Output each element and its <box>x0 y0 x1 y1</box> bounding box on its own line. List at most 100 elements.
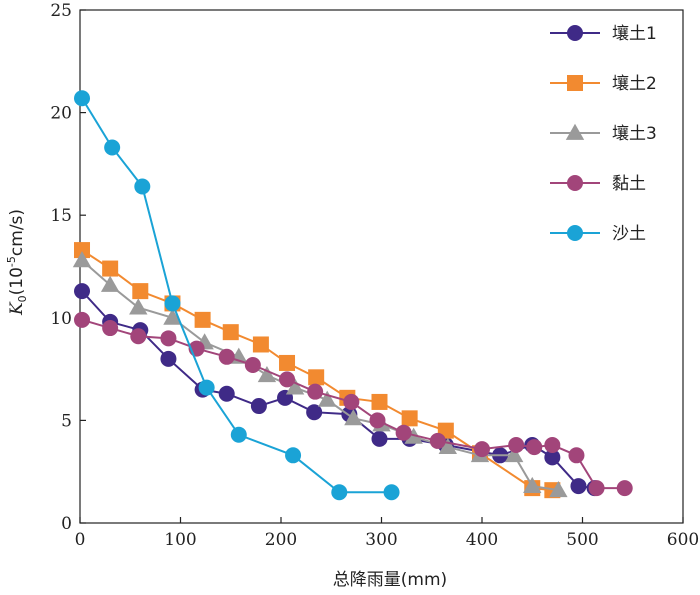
series-1-point <box>279 354 296 371</box>
x-tick-label: 100 <box>164 530 196 550</box>
legend-item-4: 沙土 <box>550 224 646 244</box>
series-0-point <box>544 449 561 466</box>
series-2-point <box>100 275 120 292</box>
series-3-point <box>588 480 605 497</box>
y-tick-label: 0 <box>61 514 72 534</box>
series-3-point <box>244 356 261 373</box>
series-1-point <box>401 410 418 427</box>
series-0-point <box>218 385 235 402</box>
series-3-point <box>616 480 633 497</box>
x-tick-label: 500 <box>566 530 598 550</box>
series-2-point <box>257 366 277 383</box>
series-0-point <box>160 350 177 367</box>
series-1-point <box>102 260 119 277</box>
series-3-point <box>160 330 177 347</box>
x-tick-label: 0 <box>75 530 86 550</box>
series-3-point <box>568 447 585 464</box>
series-3-point <box>279 371 296 388</box>
series-1-point <box>132 283 149 300</box>
legend-label: 壤土3 <box>612 123 657 144</box>
series-3-point <box>307 383 324 400</box>
y-axis-title: K0(10-5cm/s) <box>5 209 29 316</box>
x-tick-label: 300 <box>365 530 397 550</box>
series-3-point <box>544 437 561 454</box>
series-0-point <box>250 398 267 415</box>
y-axis-title-sub: 0 <box>16 295 29 302</box>
series-2-point <box>438 437 458 454</box>
y-axis-title-unit: cm/s) <box>7 209 27 256</box>
series-layer <box>72 90 633 501</box>
legend-item-3: 黏土 <box>550 174 646 194</box>
series-2-point <box>163 308 182 325</box>
series-3-point <box>102 320 119 337</box>
series-2-point <box>523 476 542 493</box>
series-4-point <box>383 484 400 501</box>
series-4 <box>74 90 400 501</box>
series-2-point <box>504 446 524 463</box>
legend-item-0: 壤土1 <box>550 23 657 44</box>
legend-label: 沙土 <box>612 224 646 244</box>
series-4-point <box>230 426 247 443</box>
x-axis-title: 总降雨量(mm) <box>333 570 447 590</box>
series-1-point <box>371 393 388 410</box>
y-tick-label: 10 <box>50 309 72 329</box>
y-axis: 0 5 10 15 20 25 <box>50 1 86 534</box>
series-0-point <box>306 404 323 421</box>
series-3-point <box>526 439 543 456</box>
series-2-point <box>318 390 337 407</box>
y-axis-title-exp: -5 <box>5 256 18 267</box>
series-1-point <box>308 369 325 386</box>
x-tick-label: 400 <box>466 530 498 550</box>
legend-marker <box>567 75 583 91</box>
series-4-point <box>134 178 151 195</box>
series-3-point <box>395 424 412 441</box>
series-3-point <box>74 311 91 328</box>
y-tick-label: 5 <box>61 411 72 431</box>
series-3-point <box>474 441 490 458</box>
legend-label: 壤土1 <box>612 23 657 44</box>
series-1-point <box>222 324 239 341</box>
legend-label: 壤土2 <box>612 73 657 94</box>
x-axis: 0 100 200 300 400 500 600 <box>75 517 699 550</box>
series-2-point <box>285 378 305 395</box>
legend-marker <box>567 175 583 191</box>
series-4-point <box>74 90 91 107</box>
series-3-point <box>369 412 386 429</box>
legend-marker <box>565 123 585 140</box>
series-2-point <box>129 298 148 315</box>
series-0-point <box>570 478 587 495</box>
x-tick-label: 600 <box>667 530 699 550</box>
x-tick-label: 200 <box>265 530 297 550</box>
series-2-point <box>344 409 363 426</box>
y-axis-title-rest: (10 <box>7 267 27 295</box>
series-4-point <box>104 139 121 156</box>
series-0-point <box>74 283 91 300</box>
series-3 <box>74 311 633 497</box>
series-3-point <box>343 393 360 410</box>
legend-marker <box>567 225 583 241</box>
legend-marker <box>567 25 583 41</box>
legend-item-1: 壤土2 <box>550 73 657 94</box>
y-tick-label: 20 <box>50 104 72 124</box>
legend-item-2: 壤土3 <box>550 123 657 144</box>
series-1-point <box>74 242 91 259</box>
series-0-point <box>371 430 388 447</box>
y-tick-label: 25 <box>50 1 72 21</box>
series-4-point <box>164 295 181 312</box>
series-1-point <box>194 311 211 328</box>
series-0 <box>74 283 603 497</box>
series-line-1 <box>81 249 553 492</box>
series-3-point <box>429 432 446 449</box>
series-4-point <box>198 379 215 396</box>
y-tick-label: 15 <box>50 206 72 226</box>
series-2-point <box>72 251 92 268</box>
series-3-point <box>218 348 235 365</box>
series-3-point <box>508 437 525 454</box>
series-2-point <box>549 480 568 498</box>
series-4-point <box>331 484 348 501</box>
series-4-point <box>285 447 302 464</box>
legend-label: 黏土 <box>612 174 646 194</box>
y-axis-title-main: K <box>7 301 27 316</box>
